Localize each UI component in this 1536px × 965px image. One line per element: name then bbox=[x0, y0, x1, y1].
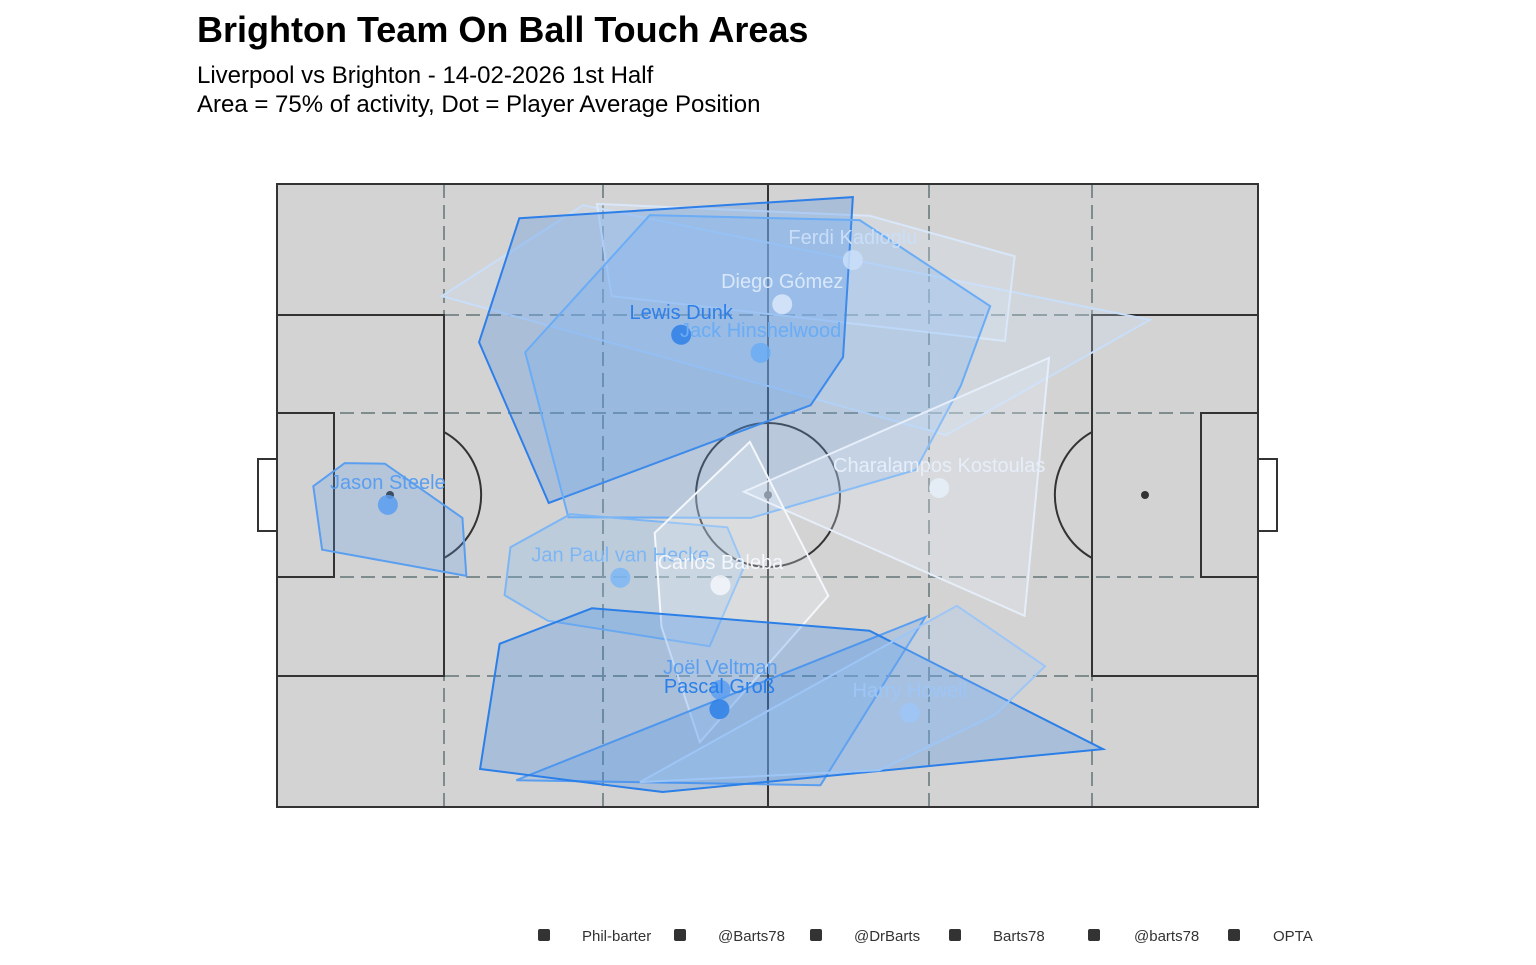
hulls bbox=[312, 196, 1153, 794]
social-icon bbox=[674, 929, 686, 941]
touch-area bbox=[524, 214, 992, 519]
footer-text: @DrBarts bbox=[854, 928, 920, 945]
footer: Phil-barter @Barts78 @DrBarts Barts78 @barts… bbox=[538, 928, 1313, 945]
pitch-lines bbox=[257, 183, 1278, 808]
average-position bbox=[377, 494, 398, 515]
social-icon bbox=[1088, 929, 1100, 941]
social-icon bbox=[810, 929, 822, 941]
average-position bbox=[710, 575, 731, 596]
player-name: Joël Veltman bbox=[663, 657, 778, 679]
touch-area bbox=[653, 440, 830, 745]
player-name: Harry Howell bbox=[853, 680, 967, 702]
touch-area bbox=[439, 204, 1153, 437]
average-position bbox=[772, 294, 793, 315]
footer-text: OPTA bbox=[1273, 928, 1313, 945]
average-position bbox=[899, 702, 920, 723]
chart-title: Brighton Team On Ball Touch Areas bbox=[197, 9, 808, 50]
player-name: Diego Gómez bbox=[721, 271, 843, 293]
touch-area bbox=[478, 196, 854, 505]
footer-text: Barts78 bbox=[993, 928, 1045, 945]
pitch bbox=[257, 183, 1278, 808]
player-name: Jan Paul van Hecke bbox=[531, 545, 709, 567]
player-name: Jason Steele bbox=[330, 472, 446, 494]
average-position bbox=[750, 342, 771, 363]
footer-text: @barts78 bbox=[1134, 928, 1199, 945]
average-position bbox=[929, 478, 950, 499]
player-name: Jack Hinshelwood bbox=[680, 320, 841, 342]
touch-area bbox=[312, 462, 468, 578]
labels: Ferdi Kadioglu Diego Gómez Lewis DunkJack … bbox=[330, 227, 1045, 723]
average-position bbox=[710, 679, 731, 700]
subtitle: Liverpool vs Brighton - 14-02-2026 1st H… bbox=[197, 62, 654, 89]
touch-area bbox=[478, 607, 1107, 794]
average-position bbox=[610, 567, 631, 588]
social-icon bbox=[538, 929, 550, 941]
touch-area bbox=[741, 356, 1051, 618]
average-position bbox=[671, 324, 692, 345]
player-name: Charalampos Kostoulas bbox=[833, 455, 1045, 477]
average-position bbox=[709, 699, 730, 720]
subtitle: Area = 75% of activity, Dot = Player Ave… bbox=[197, 91, 760, 118]
footer-text: Phil-barter bbox=[582, 928, 651, 945]
average-position bbox=[842, 250, 863, 271]
touch-area bbox=[595, 202, 1016, 343]
footer-text: @Barts78 bbox=[718, 928, 785, 945]
touch-area bbox=[639, 604, 1047, 784]
social-icon bbox=[1228, 929, 1240, 941]
player-name: Ferdi Kadioglu bbox=[788, 227, 917, 249]
player-name: Lewis Dunk bbox=[629, 302, 733, 324]
social-icon bbox=[949, 929, 961, 941]
player-name: Carlos Baleba bbox=[658, 552, 785, 574]
player-name: Pascal Groß bbox=[664, 676, 775, 698]
